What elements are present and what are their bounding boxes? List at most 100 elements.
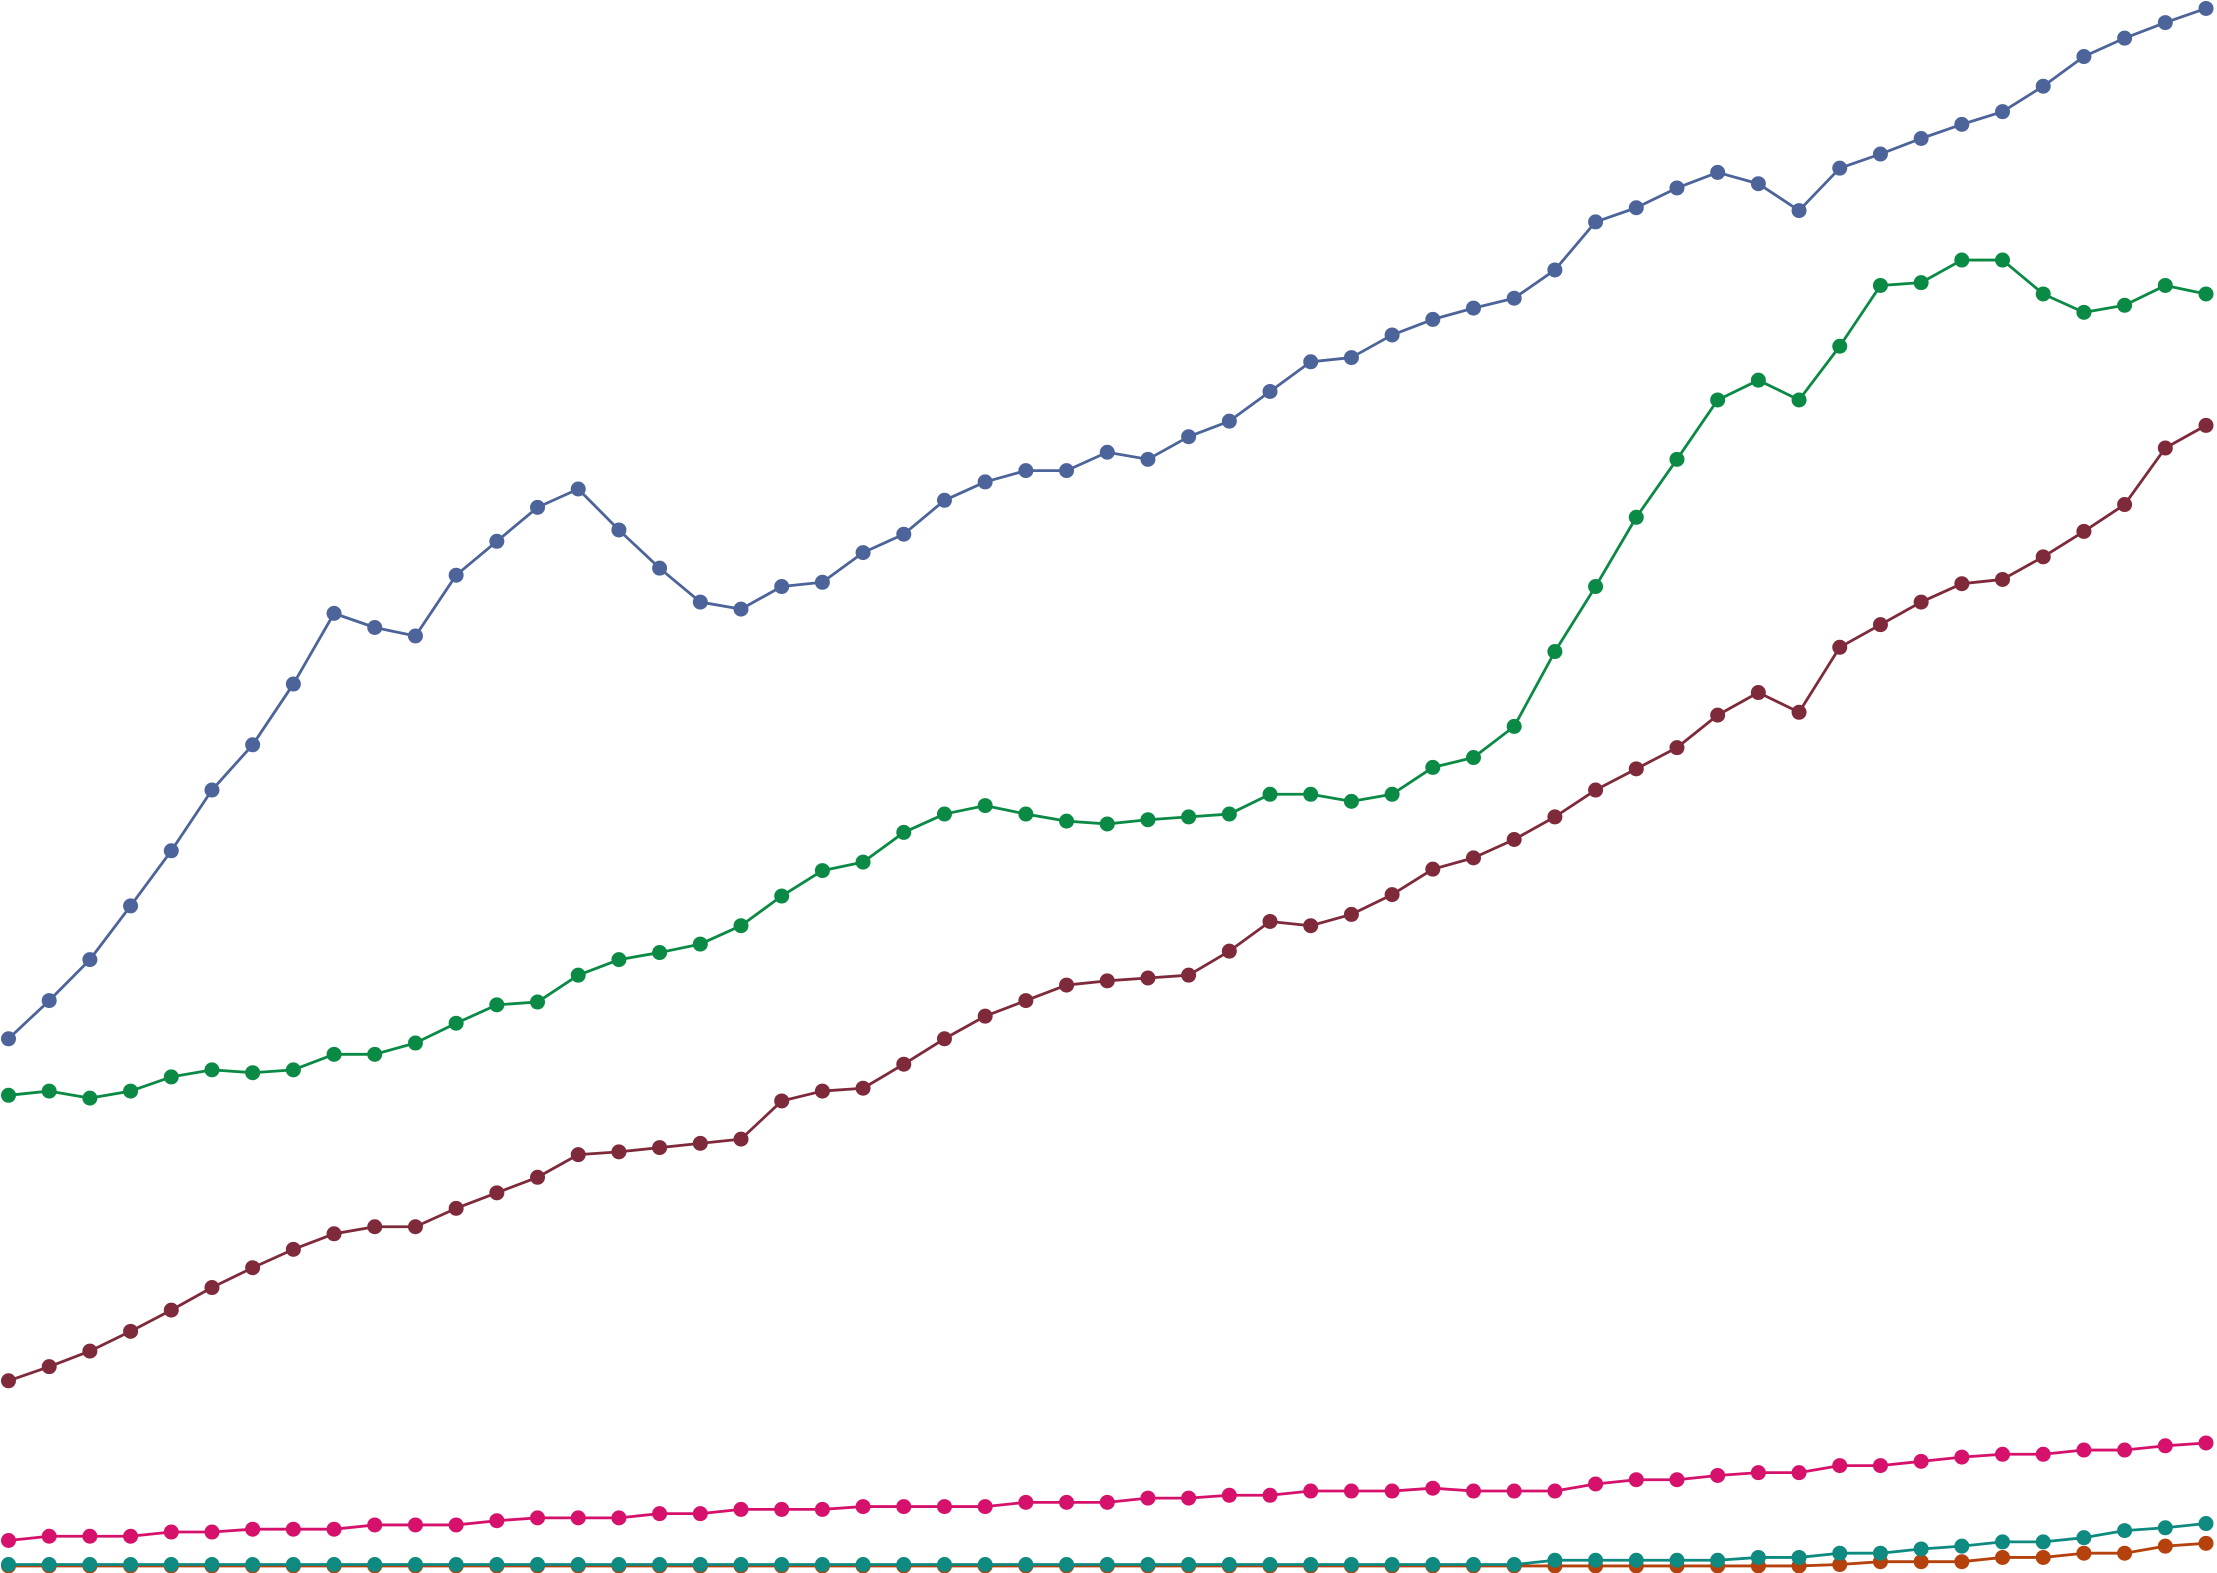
data-point	[82, 1557, 98, 1573]
data-point	[1995, 1534, 2011, 1550]
data-point	[2117, 497, 2133, 513]
data-point	[570, 1510, 586, 1526]
data-point	[1832, 1545, 1848, 1561]
data-point	[936, 1031, 952, 1047]
data-point	[652, 945, 668, 961]
data-point	[41, 1359, 57, 1375]
data-point	[611, 1144, 627, 1160]
data-point	[407, 1035, 423, 1051]
data-point	[448, 1517, 464, 1533]
data-point	[82, 1343, 98, 1359]
data-point	[774, 579, 790, 595]
data-point	[1262, 1487, 1278, 1503]
data-point	[2035, 286, 2051, 302]
data-point	[530, 1557, 546, 1573]
data-point	[1872, 617, 1888, 633]
data-point	[570, 967, 586, 983]
data-point	[1710, 1552, 1726, 1568]
data-point	[1954, 576, 1970, 592]
data-point	[2076, 1530, 2092, 1546]
data-point	[1750, 1549, 1766, 1565]
data-point	[1913, 275, 1929, 291]
data-point	[774, 888, 790, 904]
data-point	[1059, 1494, 1075, 1510]
series	[1, 252, 2214, 1106]
data-point	[1343, 1557, 1359, 1573]
data-point	[1872, 277, 1888, 293]
data-point	[855, 854, 871, 870]
data-point	[367, 1219, 383, 1235]
data-point	[2035, 1534, 2051, 1550]
data-point	[1303, 1557, 1319, 1573]
data-point	[1181, 1490, 1197, 1506]
data-point	[1018, 806, 1034, 822]
data-point	[814, 1083, 830, 1099]
data-point	[285, 1557, 301, 1573]
data-point	[855, 1499, 871, 1515]
data-point	[1221, 413, 1237, 429]
data-point	[1262, 383, 1278, 399]
data-point	[2035, 78, 2051, 94]
data-point	[489, 1557, 505, 1573]
data-point	[774, 1557, 790, 1573]
data-point	[1262, 1557, 1278, 1573]
data-point	[204, 1524, 220, 1540]
data-point	[611, 1557, 627, 1573]
data-point	[1588, 782, 1604, 798]
data-point	[1547, 644, 1563, 660]
data-point	[1588, 1476, 1604, 1492]
data-point	[733, 1501, 749, 1517]
data-point	[1506, 718, 1522, 734]
data-point	[733, 601, 749, 617]
data-point	[733, 1131, 749, 1147]
data-point	[1832, 160, 1848, 176]
data-point	[936, 806, 952, 822]
data-point	[1506, 1557, 1522, 1573]
data-point	[936, 492, 952, 508]
data-point	[855, 1080, 871, 1096]
data-point	[1181, 809, 1197, 825]
data-point	[367, 1557, 383, 1573]
data-point	[2076, 523, 2092, 539]
data-point	[123, 1528, 139, 1544]
data-point	[2076, 49, 2092, 65]
data-point	[611, 1510, 627, 1526]
data-point	[1384, 327, 1400, 343]
data-point	[1221, 806, 1237, 822]
data-point	[1710, 707, 1726, 723]
data-point	[1221, 943, 1237, 959]
data-point	[855, 1557, 871, 1573]
data-point	[855, 545, 871, 561]
data-point	[1384, 786, 1400, 802]
data-point	[1669, 1472, 1685, 1488]
data-point	[1995, 104, 2011, 120]
data-point	[1832, 338, 1848, 354]
data-point	[1588, 214, 1604, 230]
data-point	[2157, 15, 2173, 31]
data-point	[1954, 252, 1970, 268]
data-point	[1913, 1453, 1929, 1469]
data-point	[1466, 1483, 1481, 1499]
data-point	[1181, 967, 1197, 983]
data-point	[1343, 1483, 1359, 1499]
data-point	[1995, 571, 2011, 587]
data-point	[1140, 812, 1156, 828]
data-point	[1872, 1545, 1888, 1561]
data-point	[1140, 1557, 1156, 1573]
data-point	[489, 997, 505, 1013]
data-point	[1588, 1552, 1604, 1568]
data-point	[163, 1302, 179, 1318]
data-point	[2035, 1446, 2051, 1462]
data-point	[1628, 761, 1644, 777]
data-point	[163, 1069, 179, 1085]
data-point	[1913, 594, 1929, 610]
data-point	[1995, 1549, 2011, 1565]
data-point	[123, 1557, 139, 1573]
data-point	[1, 1087, 16, 1103]
data-point	[1995, 1446, 2011, 1462]
data-point	[692, 1557, 708, 1573]
data-point	[407, 1557, 423, 1573]
data-point	[1099, 1494, 1115, 1510]
data-point	[41, 1083, 57, 1099]
data-point	[204, 1280, 220, 1296]
